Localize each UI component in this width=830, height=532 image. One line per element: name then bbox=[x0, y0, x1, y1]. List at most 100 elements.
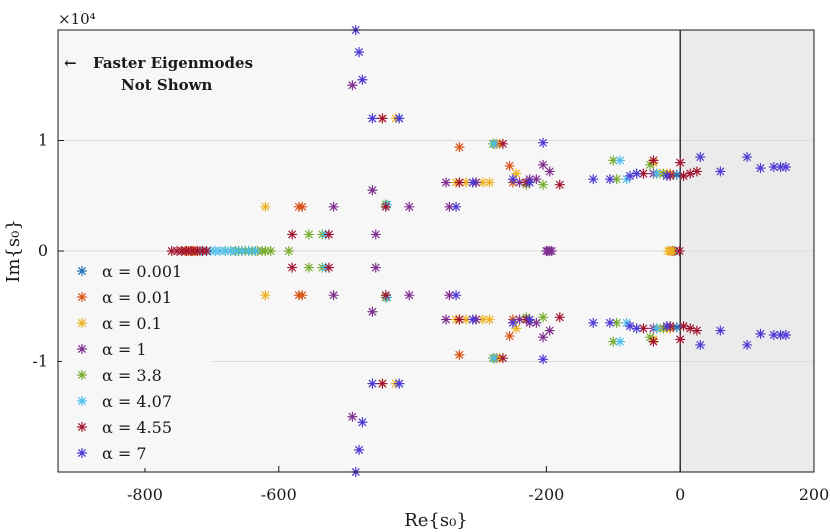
data-point bbox=[715, 325, 726, 336]
data-point bbox=[546, 245, 557, 257]
data-point bbox=[611, 317, 622, 328]
data-point bbox=[678, 321, 689, 332]
data-point bbox=[608, 155, 619, 166]
data-point bbox=[323, 262, 335, 273]
data-point bbox=[685, 168, 696, 179]
data-point bbox=[588, 174, 599, 185]
legend-marker bbox=[76, 421, 88, 433]
data-point bbox=[671, 322, 682, 333]
x-tick-label: 200 bbox=[799, 485, 830, 504]
data-point bbox=[651, 168, 662, 179]
data-point bbox=[347, 411, 358, 422]
data-point bbox=[353, 444, 365, 455]
data-point bbox=[287, 229, 298, 240]
data-point bbox=[537, 354, 549, 365]
data-point bbox=[531, 174, 542, 185]
data-point bbox=[357, 417, 368, 428]
data-point bbox=[648, 155, 659, 166]
data-point bbox=[265, 245, 276, 257]
x-tick-label: -800 bbox=[127, 485, 163, 504]
y-tick-label: -1 bbox=[32, 352, 48, 371]
data-point bbox=[775, 161, 786, 173]
data-point bbox=[604, 317, 616, 328]
data-point bbox=[450, 201, 462, 212]
series-6 bbox=[166, 113, 703, 389]
legend-marker bbox=[76, 369, 88, 381]
data-point bbox=[260, 201, 271, 212]
data-point bbox=[370, 229, 381, 240]
legend-marker bbox=[76, 395, 88, 407]
y-tick-label: 0 bbox=[38, 241, 48, 260]
data-point bbox=[201, 245, 212, 257]
data-point bbox=[467, 177, 478, 188]
data-point bbox=[531, 317, 542, 328]
data-point bbox=[484, 177, 495, 188]
data-point bbox=[524, 314, 535, 325]
data-point bbox=[484, 314, 495, 325]
data-point bbox=[287, 262, 298, 273]
legend-entry: α = 0.01 bbox=[102, 288, 172, 307]
data-point bbox=[283, 245, 294, 257]
data-point bbox=[507, 317, 519, 328]
data-point bbox=[537, 179, 549, 190]
data-point bbox=[678, 170, 689, 181]
data-point bbox=[608, 336, 619, 347]
data-point bbox=[328, 201, 339, 212]
data-point bbox=[695, 339, 706, 351]
data-point bbox=[671, 169, 682, 180]
legend-entry: α = 7 bbox=[102, 444, 147, 463]
data-point bbox=[454, 177, 465, 188]
data-point bbox=[303, 229, 314, 240]
y-axis-ticks: 1 0 -1 bbox=[32, 131, 64, 371]
data-point bbox=[624, 321, 636, 332]
legend-marker bbox=[76, 317, 88, 329]
data-point bbox=[328, 290, 339, 301]
data-point bbox=[648, 336, 659, 347]
legend-entry: α = 0.1 bbox=[102, 314, 162, 333]
data-point bbox=[537, 159, 549, 170]
annotation-line-1: Faster Eigenmodes bbox=[93, 54, 253, 72]
x-tick-label: -200 bbox=[528, 485, 564, 504]
data-point bbox=[394, 378, 405, 389]
legend-marker bbox=[76, 343, 88, 355]
legend-entry: α = 3.8 bbox=[102, 366, 162, 385]
y-axis-label: Im{s₀} bbox=[3, 219, 24, 283]
data-point bbox=[181, 245, 192, 257]
data-point bbox=[588, 317, 599, 328]
legend-entry: α = 0.001 bbox=[102, 262, 182, 281]
y-tick-label: 1 bbox=[38, 131, 48, 150]
legend-marker bbox=[76, 447, 88, 459]
data-point bbox=[780, 329, 792, 341]
data-point bbox=[367, 185, 378, 196]
data-point bbox=[675, 157, 686, 168]
data-point bbox=[668, 245, 679, 257]
data-point bbox=[695, 151, 706, 163]
annotation-line-2: Not Shown bbox=[121, 76, 213, 94]
data-point bbox=[377, 113, 388, 124]
data-point bbox=[554, 312, 565, 323]
data-point bbox=[675, 334, 686, 345]
x-axis-label: Re{s₀} bbox=[404, 510, 468, 531]
series-7 bbox=[350, 24, 792, 478]
data-point bbox=[454, 314, 465, 325]
data-point bbox=[440, 177, 452, 188]
data-point bbox=[440, 314, 452, 325]
data-point bbox=[454, 142, 465, 153]
data-point bbox=[450, 290, 462, 301]
x-axis-ticks: -800 -600 -200 0 200 bbox=[127, 466, 829, 504]
data-point bbox=[489, 138, 500, 149]
data-point bbox=[347, 80, 358, 91]
data-point bbox=[644, 159, 656, 170]
legend-entry: α = 4.55 bbox=[102, 418, 172, 437]
data-point bbox=[367, 306, 378, 317]
data-point bbox=[380, 290, 391, 301]
data-point bbox=[604, 174, 616, 185]
data-point bbox=[631, 168, 642, 179]
y-scale-exponent: ×10⁴ bbox=[58, 10, 96, 28]
data-point bbox=[404, 290, 415, 301]
data-point bbox=[780, 161, 792, 173]
legend: α = 0.001 α = 0.01 α = 0.1 α = 1 α = 3.8 α = … bbox=[62, 258, 212, 468]
x-tick-label: 0 bbox=[675, 485, 685, 504]
data-point bbox=[755, 163, 766, 174]
